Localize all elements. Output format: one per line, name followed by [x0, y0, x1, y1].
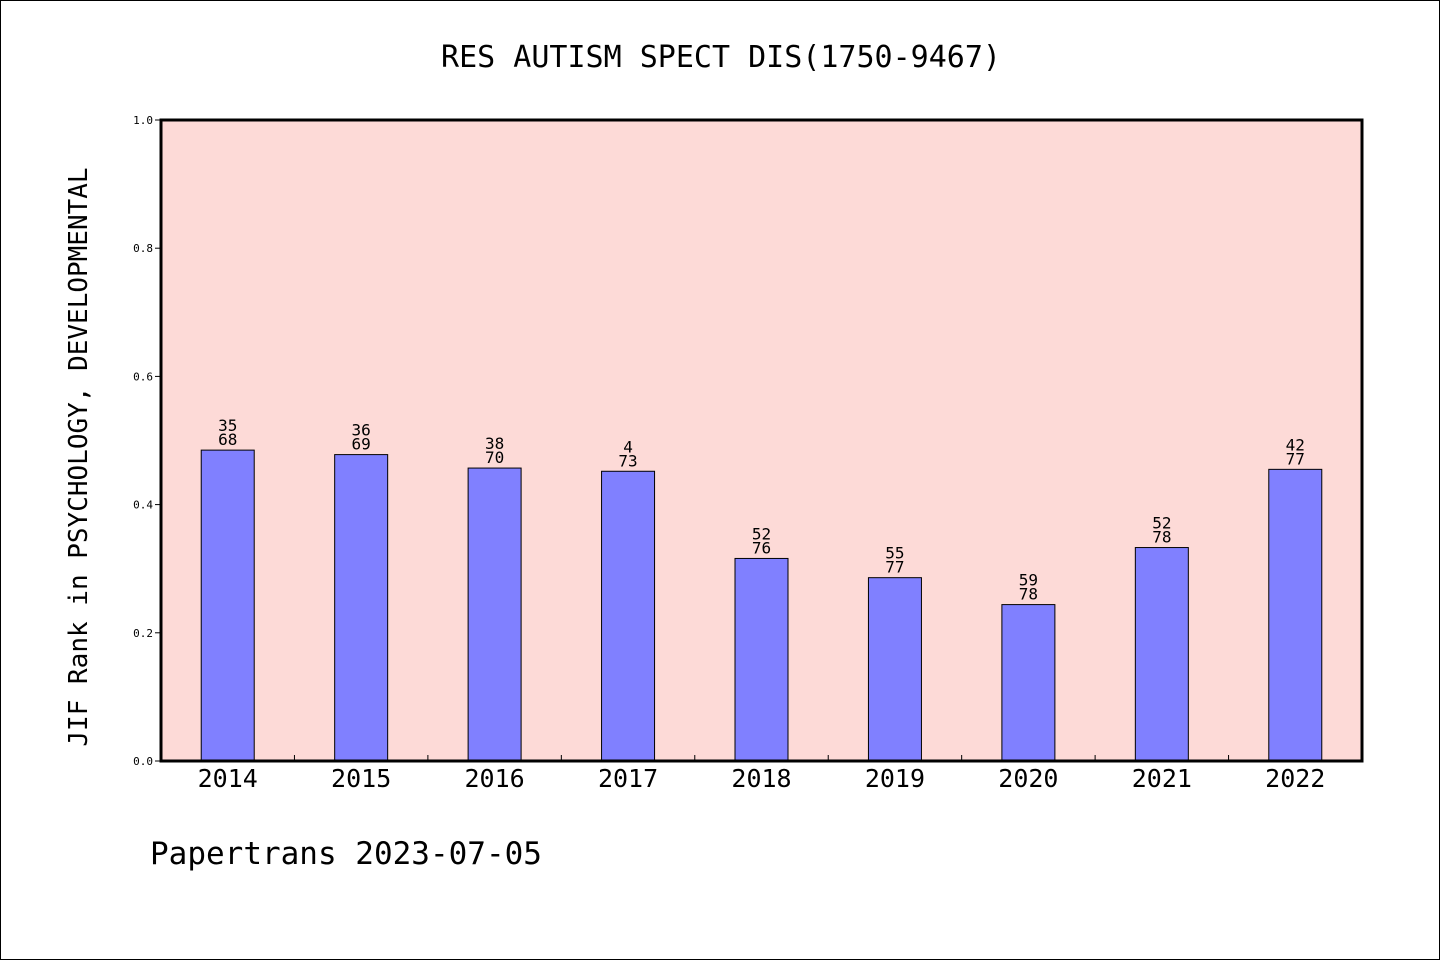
x-tick-label: 2018 [731, 764, 791, 793]
y-tick-label: 0.2 [133, 627, 153, 640]
data-label-total: 78 [1152, 528, 1171, 547]
data-label-rank: 36 [352, 421, 371, 440]
x-tick-label: 2021 [1132, 764, 1192, 793]
data-label-total: 77 [1286, 449, 1305, 468]
bar-2021 [1134, 547, 1189, 762]
y-tick-label: 0.8 [133, 242, 153, 255]
footer-text: Papertrans 2023-07-05 [150, 836, 542, 872]
x-tick-label: 2015 [331, 764, 391, 793]
x-tick-label: 2014 [198, 764, 258, 793]
bar-2017 [601, 470, 656, 762]
data-label-total: 77 [885, 558, 904, 577]
x-axis: 2014 2015 2016 2017 2018 2019 2020 2021 2022 [198, 755, 1325, 793]
data-label-total: 73 [618, 451, 637, 470]
data-label-rank: 55 [885, 544, 904, 563]
data-label-total: 70 [485, 448, 504, 467]
bars-layer [200, 449, 1323, 762]
data-label-rank: 35 [218, 416, 237, 435]
y-tick-label: 0.6 [133, 370, 153, 383]
data-label-rank: 52 [1152, 514, 1171, 533]
x-tick-label: 2016 [465, 764, 525, 793]
x-tick-label: 2020 [998, 764, 1058, 793]
chart-title: RES AUTISM SPECT DIS(1750-9467) [441, 40, 1001, 75]
data-label-rank: 52 [752, 524, 771, 543]
x-tick-label: 2019 [865, 764, 925, 793]
plot-frame [159, 118, 1364, 763]
bar-2015 [334, 454, 389, 762]
bar-2014 [200, 449, 255, 762]
data-label-rank: 59 [1019, 571, 1038, 590]
y-axis: 0.0 0.2 0.4 0.6 0.8 1.0 [133, 114, 161, 768]
data-label-rank: 42 [1286, 435, 1305, 454]
data-label-total: 68 [218, 430, 237, 449]
data-label-total: 76 [752, 538, 771, 557]
data-label-rank: 4 [623, 437, 633, 456]
data-label-total: 69 [352, 435, 371, 454]
bar-2018 [734, 557, 789, 762]
bar-2022 [1268, 468, 1323, 762]
bar-2019 [867, 577, 922, 762]
x-tick-label: 2022 [1265, 764, 1325, 793]
bar-2020 [1001, 604, 1056, 762]
data-label-total: 78 [1019, 585, 1038, 604]
y-axis-label: JIF Rank in PSYCHOLOGY, DEVELOPMENTAL [64, 167, 94, 746]
y-tick-label: 1.0 [133, 114, 153, 127]
x-tick-label: 2017 [598, 764, 658, 793]
data-label-rank: 38 [485, 434, 504, 453]
y-tick-label: 0.0 [133, 755, 153, 768]
bar-2016 [467, 467, 522, 762]
y-tick-label: 0.4 [133, 499, 153, 512]
